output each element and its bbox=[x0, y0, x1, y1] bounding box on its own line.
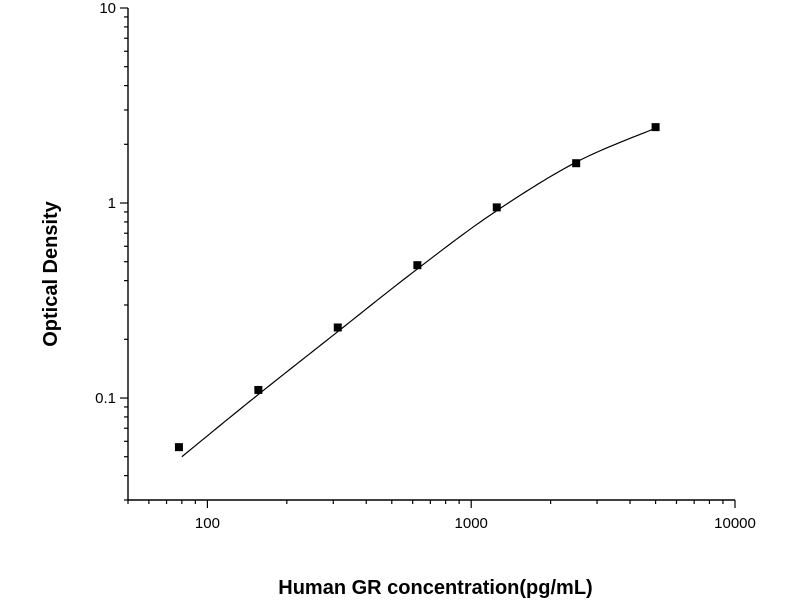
y-tick-label: 1 bbox=[108, 195, 116, 212]
data-point bbox=[572, 159, 581, 168]
data-point bbox=[174, 443, 183, 452]
x-axis-ticks bbox=[127, 500, 736, 508]
data-point bbox=[254, 385, 263, 394]
x-tick-label: 100 bbox=[195, 515, 220, 532]
x-tick-label: 10000 bbox=[714, 515, 756, 532]
axes: 100 1000 10000 0.1 1 10 bbox=[95, 0, 756, 532]
x-axis-tick-labels: 100 1000 10000 bbox=[195, 515, 756, 532]
fit-curve-line bbox=[181, 127, 656, 458]
data-point bbox=[333, 323, 342, 332]
y-axis-ticks bbox=[120, 7, 128, 501]
data-point bbox=[651, 123, 660, 132]
data-point bbox=[492, 203, 501, 212]
data-points bbox=[174, 123, 660, 452]
y-tick-label: 0.1 bbox=[95, 390, 116, 407]
y-axis-tick-labels: 0.1 1 10 bbox=[95, 0, 116, 407]
y-tick-label: 10 bbox=[99, 0, 116, 17]
x-axis-title: Human GR concentration(pg/mL) bbox=[278, 577, 592, 599]
data-point bbox=[413, 261, 422, 270]
x-tick-label: 1000 bbox=[455, 515, 488, 532]
y-axis-title: Optical Density bbox=[40, 200, 62, 346]
